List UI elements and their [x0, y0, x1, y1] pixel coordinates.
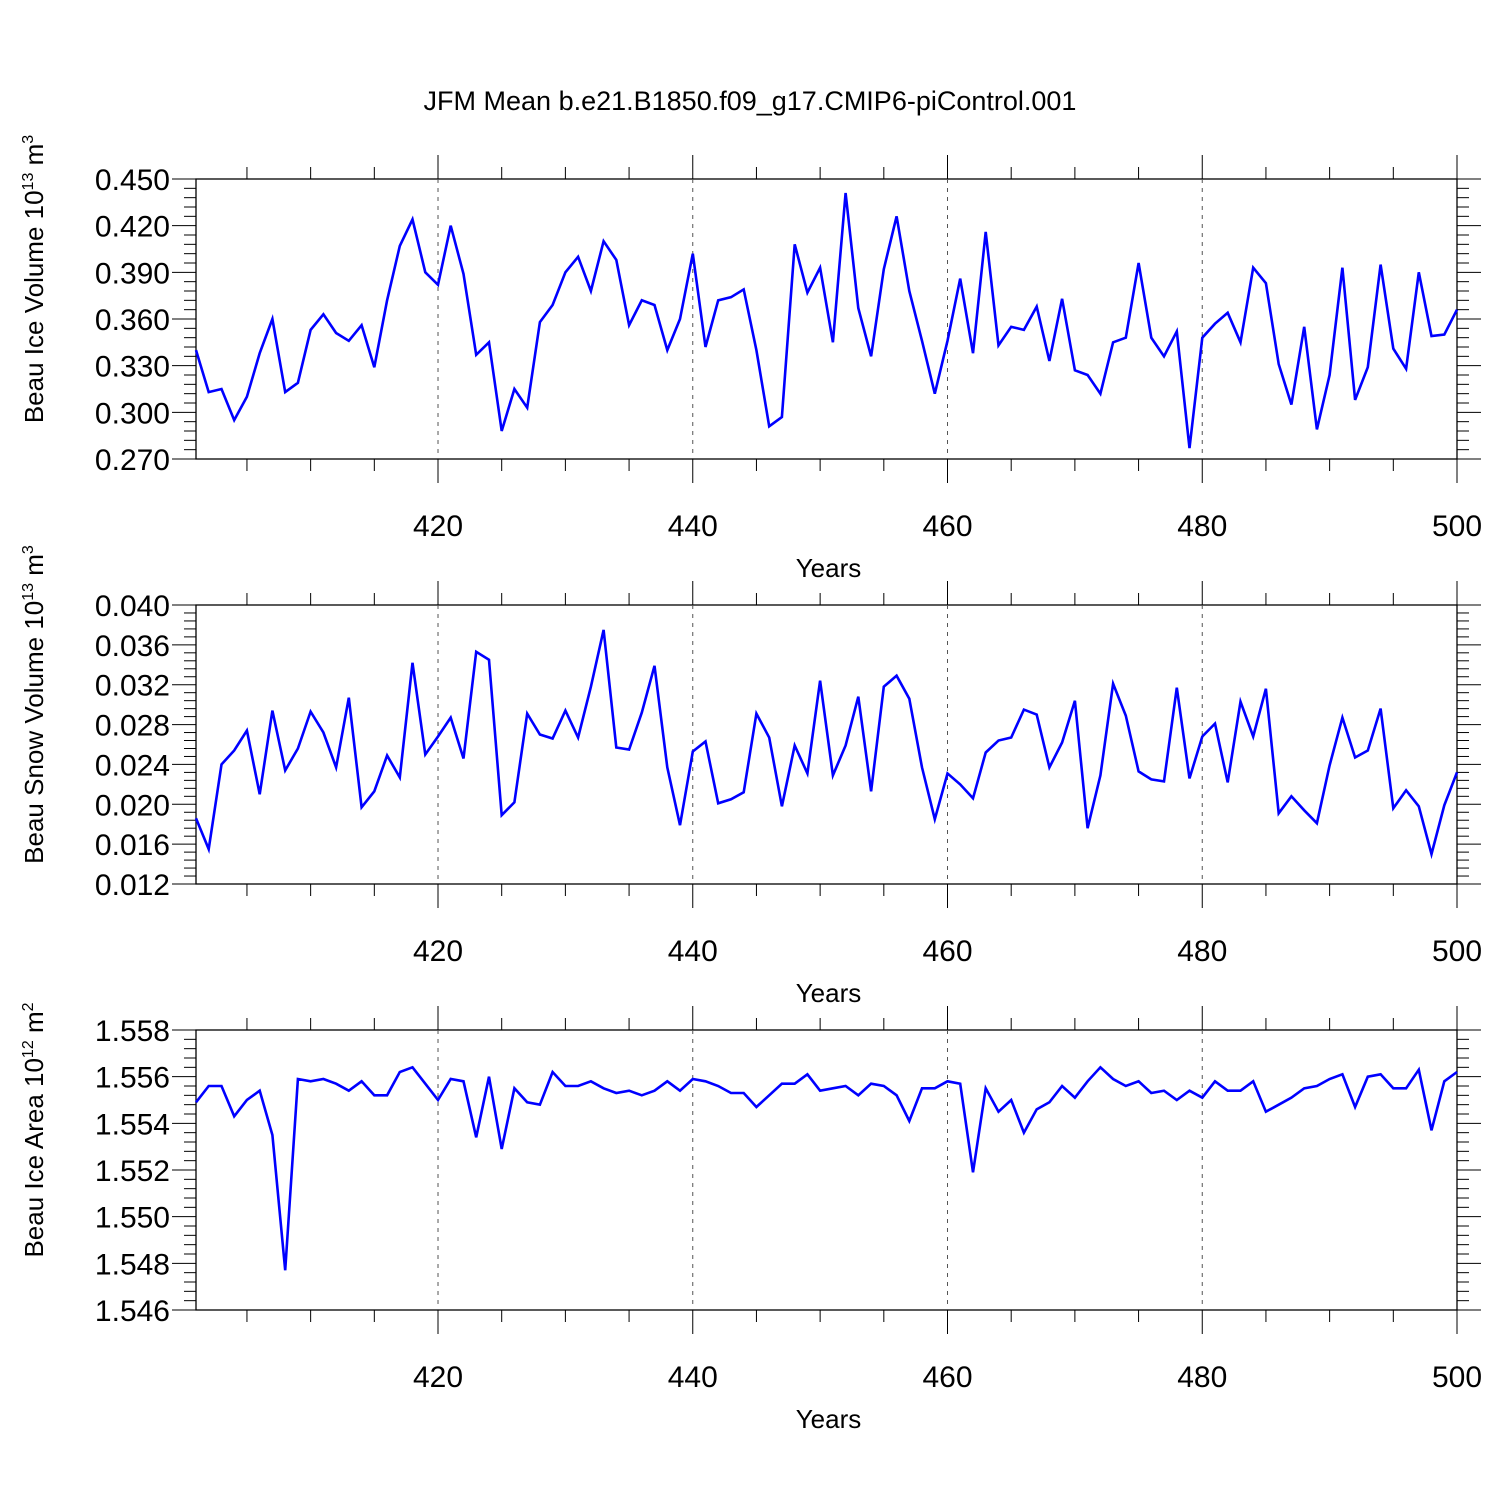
y-axis-title-unit: m — [19, 1011, 49, 1040]
series-line-beau-ice-area — [194, 1065, 1458, 1271]
x-tick-label: 480 — [1177, 510, 1227, 543]
y-tick-label: 0.270 — [95, 444, 170, 477]
x-tick-label: 420 — [413, 935, 463, 968]
x-tick-label: 480 — [1177, 935, 1227, 968]
y-axis-title-unit-exponent: 3 — [20, 135, 37, 144]
y-tick-label: 0.040 — [95, 590, 170, 623]
x-tick-label: 460 — [922, 935, 972, 968]
y-tick-label: 1.552 — [95, 1155, 170, 1188]
y-tick-label: 0.024 — [95, 749, 170, 782]
y-tick-label: 0.020 — [95, 789, 170, 822]
plot-frame — [195, 604, 1458, 885]
y-tick-label: 0.032 — [95, 670, 170, 703]
y-tick-label: 0.028 — [95, 710, 170, 743]
y-tick-label: 0.012 — [95, 869, 170, 902]
y-tick-label: 1.548 — [95, 1248, 170, 1281]
x-tick-label: 480 — [1177, 1361, 1227, 1394]
y-tick-label: 1.556 — [95, 1062, 170, 1095]
y-tick-label: 1.558 — [95, 1015, 170, 1048]
y-tick-label: 0.300 — [95, 397, 170, 430]
y-axis-title-exponent: 13 — [20, 173, 37, 191]
y-tick-label: 0.420 — [95, 211, 170, 244]
y-axis-title-base: Beau Ice Area 10 — [19, 1058, 49, 1257]
y-tick-label: 0.390 — [95, 257, 170, 290]
x-tick-label: 500 — [1432, 935, 1482, 968]
y-tick-label: 1.546 — [95, 1295, 170, 1328]
x-tick-label: 440 — [668, 1361, 718, 1394]
y-axis-title-base: Beau Ice Volume 10 — [19, 190, 49, 423]
y-axis-title: Beau Ice Area 1012 m2 — [19, 1002, 49, 1257]
y-axis-title-unit-exponent: 2 — [20, 1002, 37, 1011]
x-tick-label: 460 — [922, 510, 972, 543]
panel-2: 420 440 460 480 500 0.012 0.016 0.020 0.024 0.028… — [19, 545, 1482, 1008]
y-axis-title-unit-exponent: 3 — [20, 545, 37, 554]
panel-3: 420 440 460 480 500 1.546 1.548 1.550 1.552 1.554… — [19, 1002, 1482, 1434]
x-tick-label: 440 — [668, 510, 718, 543]
y-tick-label: 0.036 — [95, 630, 170, 663]
x-tick-label: 500 — [1432, 1361, 1482, 1394]
plot-frame — [195, 1029, 1458, 1311]
plot-frame — [195, 178, 1458, 460]
y-tick-label: 0.016 — [95, 829, 170, 862]
y-axis-title-unit: m — [19, 144, 49, 173]
x-axis-title: Years — [796, 1404, 862, 1434]
figure-title: JFM Mean b.e21.B1850.f09_g17.CMIP6-piCon… — [423, 86, 1077, 116]
y-axis-title: Beau Snow Volume 1013 m3 — [19, 545, 49, 864]
y-tick-label: 0.450 — [95, 164, 170, 197]
x-tick-label: 420 — [413, 1361, 463, 1394]
x-axis-title: Years — [796, 553, 862, 583]
y-axis-title-exponent: 13 — [20, 583, 37, 601]
y-tick-label: 0.330 — [95, 351, 170, 384]
series-line-beau-ice-volume — [194, 192, 1459, 449]
y-tick-label: 1.550 — [95, 1202, 170, 1235]
y-tick-label: 0.360 — [95, 304, 170, 337]
x-tick-label: 420 — [413, 510, 463, 543]
y-tick-label: 1.554 — [95, 1108, 170, 1141]
y-axis-title-base: Beau Snow Volume 10 — [19, 601, 49, 864]
x-axis-title: Years — [796, 978, 862, 1008]
y-axis-title-unit: m — [19, 554, 49, 583]
y-axis-title: Beau Ice Volume 1013 m3 — [19, 135, 49, 423]
y-axis-title-exponent: 12 — [20, 1040, 37, 1058]
panel-1: 420 440 460 480 500 0.270 0.300 0.330 0.360 0.390… — [19, 135, 1482, 583]
series-line-beau-snow-volume — [194, 629, 1459, 860]
x-tick-label: 440 — [668, 935, 718, 968]
x-tick-label: 500 — [1432, 510, 1482, 543]
x-tick-label: 460 — [922, 1361, 972, 1394]
